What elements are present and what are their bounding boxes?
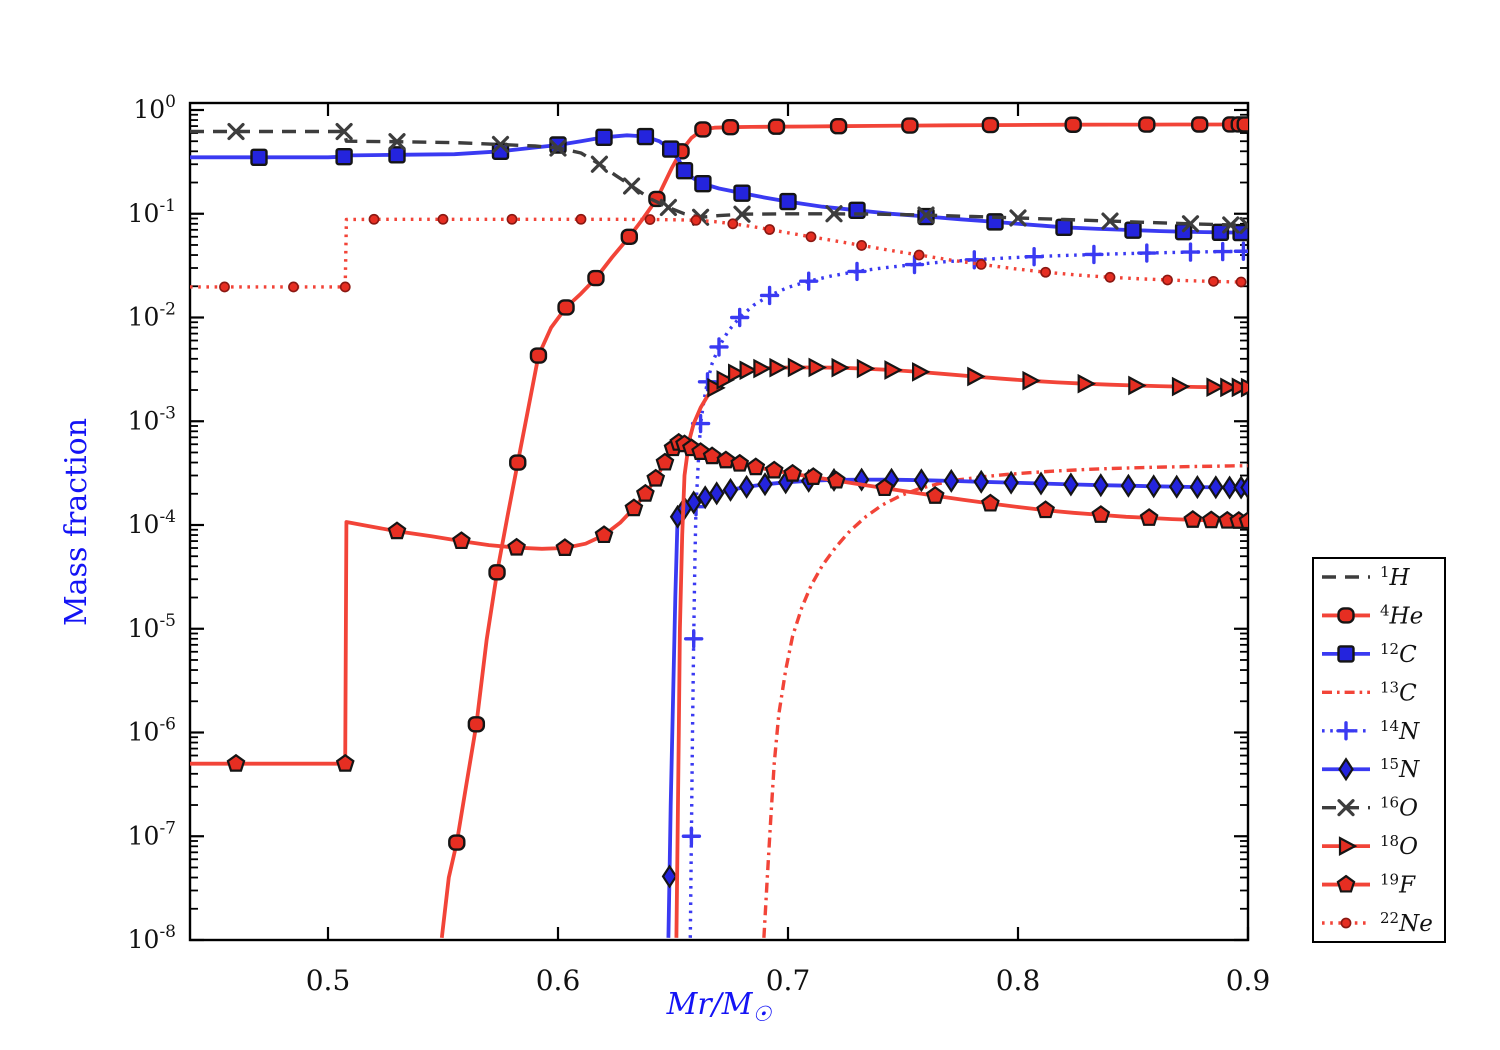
y-tick-label: 10-8 [128,922,176,954]
series-He4-line [439,122,1246,939]
series-He4 [439,116,1248,939]
y-axis: 100 10-1 10-2 10-3 10-4 10-5 10-6 10-7 10-8 [128,92,1248,954]
legend-label: 14N [1380,717,1420,745]
legend-label: 16O [1380,794,1418,822]
legend-label: 1H [1380,563,1411,591]
series-N15-markers [661,467,1248,889]
legend-item-O16: 16O [1322,794,1418,822]
y-tick-label: 10-7 [128,818,176,850]
legend-label: 15N [1380,755,1420,783]
series-O18 [674,357,1248,938]
series-N15 [661,467,1248,938]
series-He4-markers [448,116,1248,851]
series-N14-line [688,249,1244,938]
x-tick-label: 0.9 [1226,964,1271,997]
legend-item-Ne22: 22Ne [1322,909,1433,937]
legend: 1H 4He 12C 13C 14N 15N 16O 18O 19F 22Ne [1312,557,1446,943]
series-Ne22-markers [219,213,1247,293]
x-axis: 0.5 0.6 0.7 0.8 0.9 [306,103,1271,997]
legend-label: 12C [1380,640,1417,668]
series-N14 [681,241,1248,938]
y-axis-label: Mass fraction [59,418,94,626]
x-axis-label: Mr/M☉ [666,987,773,1026]
series-O16-markers [227,122,1248,235]
series-O18-line [674,365,1248,938]
series-F19 [190,432,1248,772]
series-N14-markers [681,241,1248,846]
y-tick-label: 10-3 [128,403,176,435]
legend-label: 19F [1380,871,1416,899]
y-tick-label: 10-2 [128,300,176,332]
series-C13-line [762,464,1248,938]
legend-item-N14: 14N [1322,717,1420,745]
series-Ne22 [190,213,1248,293]
y-tick-label: 10-4 [128,507,176,539]
series-C12-line [190,133,1248,235]
legend-item-C12: 12C [1322,640,1417,668]
legend-item-He4: 4He [1322,601,1423,629]
series-O16 [190,122,1248,235]
legend-label: 22Ne [1380,909,1433,937]
y-tick-label: 100 [133,92,176,124]
legend-item-H1: 1H [1322,563,1411,591]
legend-label: 4He [1380,601,1423,629]
x-tick-label: 0.6 [536,964,581,997]
x-tick-label: 0.5 [306,964,351,997]
series-C13 [762,464,1248,938]
x-axis-label-main: Mr/M [666,987,754,1022]
x-tick-label: 0.7 [766,964,811,997]
y-tick-label: 10-5 [128,611,176,643]
series-O16-line [190,129,1248,228]
y-tick-label: 10-1 [128,196,176,228]
series-C12 [190,127,1248,242]
legend-label: 13C [1380,678,1417,706]
series-O18-markers [707,357,1248,398]
series-F19-markers [226,432,1248,772]
legend-box [1312,557,1446,943]
solar-mass-symbol: ☉ [753,1002,773,1026]
legend-item-F19: 19F [1322,871,1416,899]
legend-label: 18O [1380,832,1418,860]
legend-item-O18: 18O [1322,832,1418,860]
y-tick-label: 10-6 [128,715,176,747]
legend-item-C13: 13C [1322,678,1417,706]
series-N15-line [666,477,1248,938]
legend-item-N15: 15N [1322,755,1420,783]
x-tick-label: 0.8 [996,964,1041,997]
